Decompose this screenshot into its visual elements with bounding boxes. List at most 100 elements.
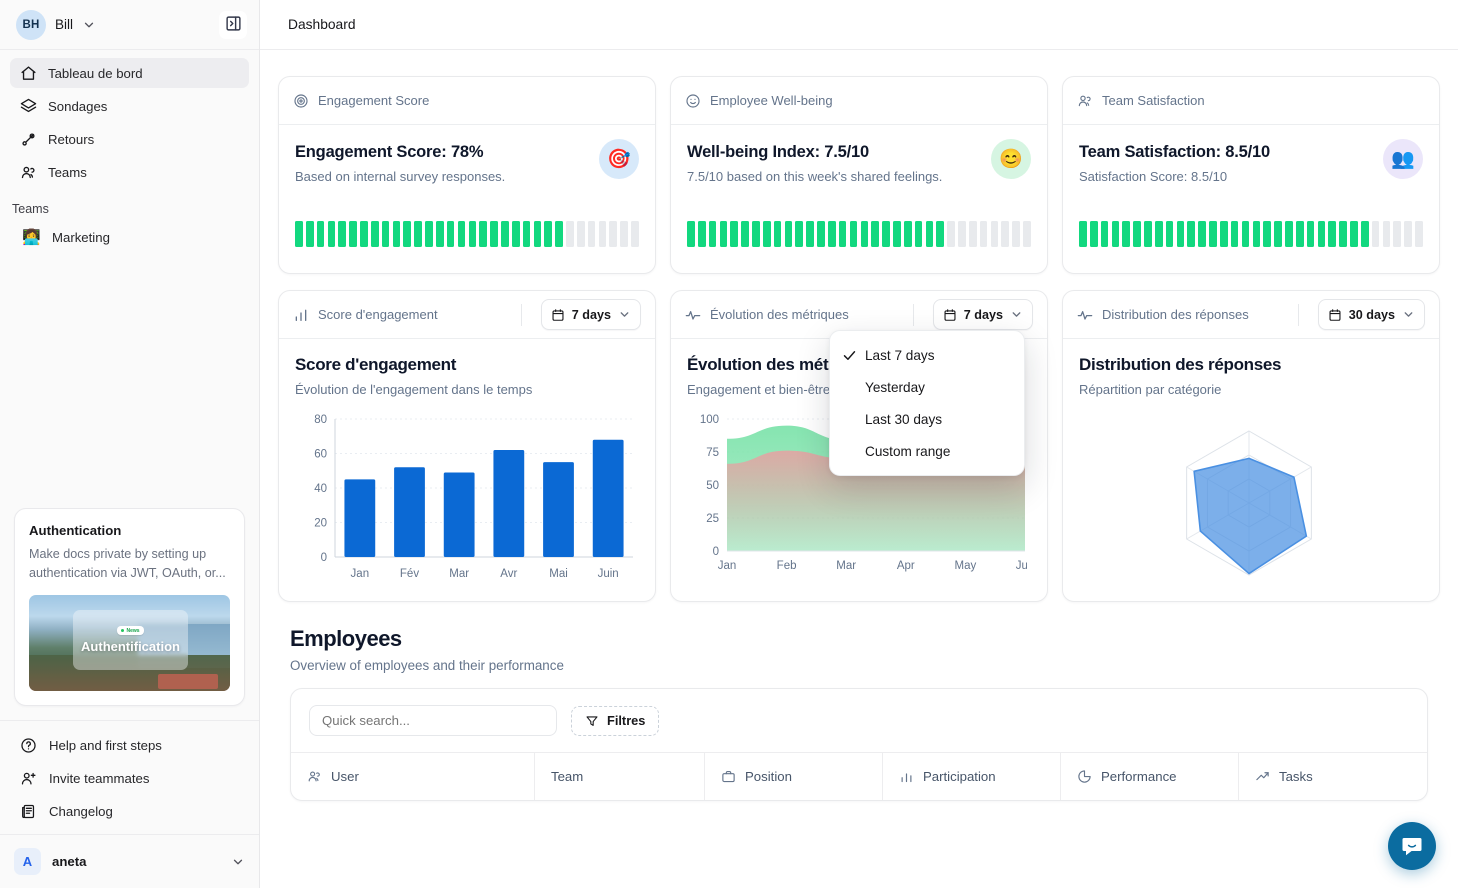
table-column-tasks[interactable]: Tasks	[1239, 753, 1419, 800]
sidebar-nav: Tableau de bord Sondages Retours Teams	[0, 50, 259, 190]
table-column-participation[interactable]: Participation	[883, 753, 1061, 800]
progress-segment	[871, 221, 879, 247]
metric-card-team-satisfaction: Team Satisfaction Team Satisfaction: 8.5…	[1062, 76, 1440, 274]
menu-item-label: Custom range	[865, 443, 951, 459]
card-header: Engagement Score	[279, 77, 655, 125]
progress-segment	[566, 221, 574, 247]
progress-segment	[305, 221, 314, 247]
menu-item-last-7-days[interactable]: Last 7 days	[830, 339, 1024, 371]
svg-text:Fév: Fév	[400, 568, 419, 580]
sidebar-item-sondages[interactable]: Sondages	[10, 91, 249, 121]
progress-segment	[882, 221, 890, 247]
progress-segment	[697, 221, 706, 247]
panel-left-icon	[225, 15, 242, 35]
menu-item-last-30-days[interactable]: Last 30 days	[830, 403, 1024, 435]
sidebar-item-changelog[interactable]: Changelog	[10, 795, 249, 828]
divider	[1297, 303, 1299, 326]
sidebar-bottom-label: Help and first steps	[49, 738, 162, 753]
promo-card[interactable]: Authentication Make docs private by sett…	[14, 508, 245, 706]
progress-segment	[555, 221, 563, 247]
progress-segment	[893, 221, 901, 247]
progress-segment	[1023, 221, 1031, 247]
progress-segment	[1209, 221, 1217, 247]
sidebar-bottom-label: Invite teammates	[49, 771, 150, 786]
table-column-team[interactable]: Team	[535, 753, 705, 800]
table-column-user[interactable]: User	[291, 753, 535, 800]
sidebar-item-help[interactable]: Help and first steps	[10, 729, 249, 762]
progress-segment	[1393, 221, 1402, 247]
date-range-button[interactable]: 30 days	[1317, 299, 1425, 330]
menu-item-label: Last 30 days	[865, 411, 943, 427]
chart-cards-row: Score d'engagement 7 days	[278, 290, 1440, 602]
progress-segment	[349, 221, 357, 247]
svg-text:20: 20	[314, 518, 327, 530]
check-placeholder	[842, 412, 857, 427]
filters-button[interactable]: Filtres	[571, 705, 660, 736]
sidebar-team-marketing[interactable]: 👩‍💻 Marketing	[10, 222, 249, 252]
sidebar-spacer	[0, 252, 259, 508]
progress-segment	[914, 221, 923, 247]
dashboard-content: Engagement Score Engagement Score: 78% B…	[260, 50, 1458, 888]
promo-badge-label: News	[126, 627, 140, 634]
radar-chart-svg	[1186, 430, 1312, 576]
progress-segment	[1404, 221, 1412, 247]
avatar: A	[14, 848, 41, 875]
progress-segment	[849, 221, 858, 247]
promo-description: Make docs private by setting up authenti…	[29, 547, 226, 581]
progress-segment	[1317, 221, 1326, 247]
progress-segment	[817, 221, 825, 247]
menu-item-yesterday[interactable]: Yesterday	[830, 371, 1024, 403]
users-icon	[307, 769, 322, 784]
progress-segment	[1382, 221, 1391, 247]
chat-launcher-button[interactable]	[1388, 822, 1436, 870]
filters-label: Filtres	[607, 713, 646, 728]
progress-segment	[1328, 221, 1337, 247]
sidebar-item-tableau-de-bord[interactable]: Tableau de bord	[10, 58, 249, 88]
user-plus-icon	[20, 770, 37, 787]
progress-segment	[544, 221, 553, 247]
chart-title: Score d'engagement	[295, 355, 457, 374]
date-range-button[interactable]: 7 days	[540, 299, 641, 330]
svg-text:75: 75	[706, 447, 719, 459]
svg-text:25: 25	[706, 513, 719, 525]
progress-segment	[414, 221, 422, 247]
progress-segment	[479, 221, 487, 247]
chevron-down-icon	[1010, 308, 1023, 321]
layers-icon	[20, 98, 37, 115]
table-column-performance[interactable]: Performance	[1061, 753, 1239, 800]
metric-title: Team Satisfaction: 8.5/10	[1079, 143, 1270, 161]
progress-segment	[1274, 221, 1282, 247]
sidebar-item-retours[interactable]: Retours	[10, 124, 249, 154]
check-icon	[842, 348, 857, 363]
sidebar: BH Bill Tableau de bord	[0, 0, 260, 888]
menu-item-custom-range[interactable]: Custom range	[830, 435, 1024, 467]
progress-segment	[631, 221, 639, 247]
svg-text:0: 0	[321, 552, 327, 564]
chevron-down-icon	[82, 18, 96, 32]
users-icon	[20, 164, 37, 181]
progress-segment	[316, 221, 325, 247]
filter-icon	[585, 714, 599, 728]
progress-segment	[752, 221, 760, 247]
progress-segment	[435, 221, 444, 247]
table-column-position[interactable]: Position	[705, 753, 883, 800]
table-column-label: Performance	[1101, 769, 1177, 784]
promo-overlay-title: Authentification	[81, 639, 180, 655]
svg-text:Apr: Apr	[897, 560, 915, 572]
collapse-sidebar-button[interactable]	[219, 10, 247, 39]
metric-title: Well-being Index: 7.5/10	[687, 143, 869, 161]
sidebar-item-teams[interactable]: Teams	[10, 157, 249, 187]
sidebar-item-invite-teammates[interactable]: Invite teammates	[10, 762, 249, 795]
card-header-label: Score d'engagement	[318, 307, 438, 322]
progress-segment	[1133, 221, 1141, 247]
date-range-button[interactable]: 7 days	[932, 299, 1033, 330]
chart-subtitle: Engagement et bien-être	[687, 382, 831, 397]
search-input[interactable]	[309, 705, 557, 736]
progress-segment	[501, 221, 509, 247]
sidebar-user-menu[interactable]: A aneta	[0, 834, 259, 888]
progress-segment	[1079, 221, 1087, 247]
progress-segment	[620, 221, 628, 247]
busts-emoji-icon: 👥	[1383, 139, 1423, 179]
chart-card-evolution-des-metriques: Évolution des métriques 7 days	[670, 290, 1048, 602]
workspace-switcher[interactable]: BH Bill	[0, 0, 259, 50]
